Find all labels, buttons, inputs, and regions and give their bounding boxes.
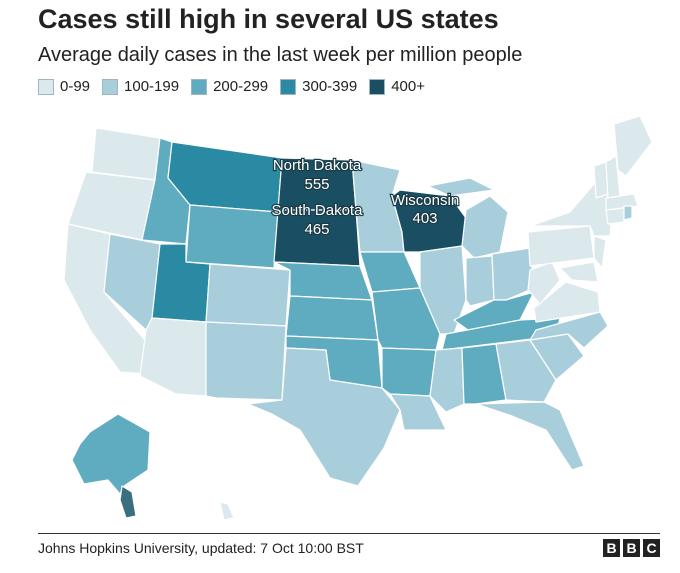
legend-label-200-299: 200-299 (213, 78, 269, 95)
state-wyoming (185, 204, 279, 269)
state-virginia (533, 281, 601, 323)
chart-title: Cases still high in several US states (38, 4, 499, 34)
legend-item-0-99: 0-99 (38, 78, 90, 95)
bbc-logo-letter-2: B (623, 539, 640, 557)
us-choropleth-map: North Dakota 555 South Dakota 465 Wiscon… (63, 115, 653, 521)
state-maryland (559, 261, 599, 283)
state-alabama (461, 343, 507, 405)
state-alaska-panhandle (119, 485, 137, 519)
state-arkansas (381, 347, 437, 397)
state-mississippi (429, 347, 465, 413)
state-georgia (495, 339, 557, 403)
label-north-dakota-name: North Dakota (273, 157, 362, 174)
legend-swatch-400-plus (369, 78, 386, 95)
bbc-logo: B B C (600, 539, 660, 557)
bbc-logo-letter-1: B (603, 539, 620, 557)
state-alaska (71, 413, 151, 495)
state-michigan (461, 195, 509, 259)
legend-label-100-199: 100-199 (124, 78, 180, 95)
footer-divider (38, 533, 660, 534)
state-texas (247, 347, 401, 487)
label-north-dakota-value: 555 (304, 176, 329, 193)
state-michigan-up (427, 177, 495, 197)
legend-label-0-99: 0-99 (60, 78, 91, 95)
state-kansas (285, 295, 379, 341)
state-indiana (465, 255, 495, 307)
state-washington (91, 127, 161, 181)
state-ohio (491, 247, 535, 301)
state-arizona (139, 317, 207, 397)
state-connecticut (605, 207, 625, 225)
legend-item-200-299: 200-299 (191, 78, 268, 95)
state-maine (613, 115, 653, 177)
legend-swatch-200-299 (191, 78, 208, 95)
state-pennsylvania (527, 225, 595, 267)
state-louisiana (389, 393, 447, 431)
legend-swatch-100-199 (102, 78, 119, 95)
state-new-mexico (205, 321, 287, 401)
legend: 0-99 100-199 200-299 300-399 400+ (38, 78, 437, 95)
state-iowa (359, 251, 421, 293)
legend-label-400-plus: 400+ (391, 78, 426, 95)
legend-item-300-399: 300-399 (280, 78, 357, 95)
legend-swatch-300-399 (280, 78, 297, 95)
legend-item-400-plus: 400+ (369, 78, 425, 95)
label-wisconsin-name: Wisconsin (391, 192, 459, 209)
chart-subtitle: Average daily cases in the last week per… (38, 44, 523, 66)
legend-item-100-199: 100-199 (102, 78, 179, 95)
state-new-jersey (593, 235, 607, 269)
source-note: Johns Hopkins University, updated: 7 Oct… (38, 540, 364, 556)
label-south-dakota-value: 465 (304, 221, 329, 238)
bbc-logo-letter-3: C (643, 539, 660, 557)
legend-label-300-399: 300-399 (302, 78, 358, 95)
state-hawaii (219, 501, 235, 521)
state-colorado (205, 263, 291, 327)
state-rhode-island (623, 205, 633, 221)
legend-swatch-0-99 (38, 78, 54, 95)
label-south-dakota-name: South Dakota (272, 202, 364, 219)
state-florida (475, 401, 585, 471)
label-wisconsin-value: 403 (412, 210, 437, 227)
